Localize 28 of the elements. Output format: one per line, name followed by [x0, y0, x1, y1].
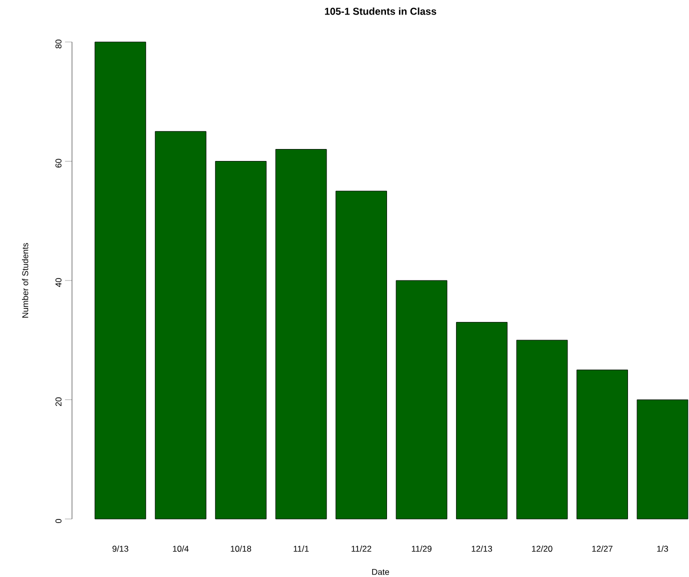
- x-tick-label: 12/13: [472, 546, 492, 552]
- x-axis-title: Date: [372, 568, 390, 575]
- x-tick-label: 11/22: [352, 546, 372, 552]
- bar: [456, 322, 508, 520]
- x-tick-label: 9/13: [112, 546, 128, 552]
- bar: [336, 190, 388, 520]
- bar: [94, 42, 146, 520]
- chart-title: 105-1 Students in Class: [325, 8, 436, 15]
- y-tick-label: 0: [55, 518, 62, 524]
- bar: [275, 149, 327, 520]
- x-tick-label: 10/18: [230, 546, 252, 552]
- y-tick-label: 60: [55, 158, 62, 168]
- y-tick-label: 40: [55, 278, 62, 288]
- x-tick-label: 12/20: [532, 546, 552, 552]
- x-tick-label: 12/27: [592, 546, 612, 552]
- x-tick-label: 1/3: [657, 546, 668, 552]
- bar: [516, 340, 568, 520]
- x-tick-label: 10/4: [172, 546, 189, 552]
- bar: [576, 370, 628, 520]
- bar: [154, 131, 206, 520]
- x-tick-label: 11/1: [294, 546, 309, 552]
- bar: [215, 160, 267, 520]
- bar: [636, 399, 688, 520]
- x-tick-label: 11/29: [412, 546, 432, 552]
- y-axis-title: Number of Students: [22, 243, 28, 318]
- y-tick-label: 20: [55, 397, 62, 406]
- bar: [396, 280, 448, 520]
- y-tick-label: 80: [55, 40, 62, 48]
